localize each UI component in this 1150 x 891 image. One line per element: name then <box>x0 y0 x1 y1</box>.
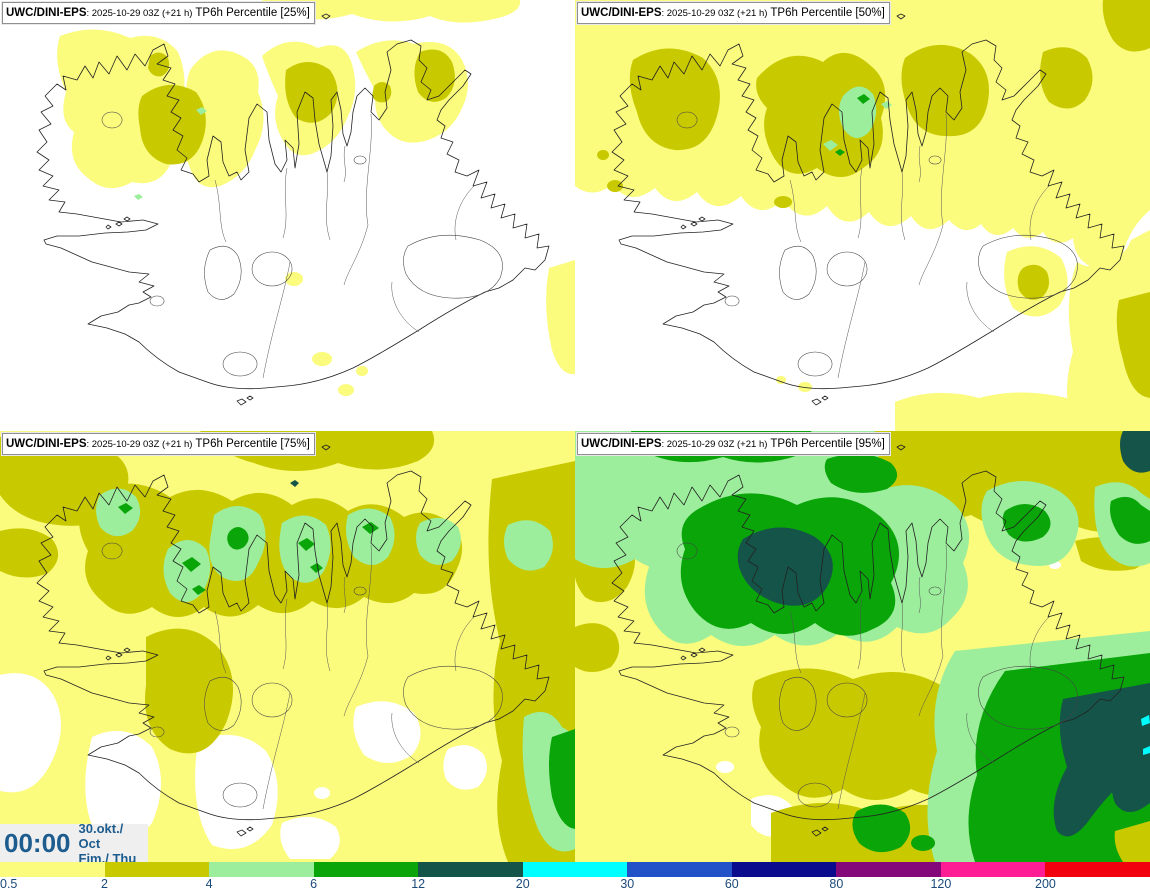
colorbar-tick-label: 60 <box>724 877 739 891</box>
colorbar-segment <box>1045 862 1150 877</box>
colorbar-segment <box>940 862 1046 877</box>
valid-time: 00:00 <box>4 827 71 858</box>
variable-label: TP6h Percentile [50%] <box>770 7 885 19</box>
product-label: UWC/DINI-EPS <box>6 438 87 450</box>
title-box-75: UWC/DINI-EPS: 2025-10-29 03Z (+21 h) TP6h… <box>2 433 315 455</box>
colorbar-tick-label: 0.5 <box>0 877 18 891</box>
panel-percentile-50: UWC/DINI-EPS: 2025-10-29 03Z (+21 h) TP6h… <box>575 0 1150 431</box>
colorbar-segment <box>836 862 941 877</box>
map-95 <box>575 431 1150 862</box>
run-meta: : 2025-10-29 03Z (+21 h) <box>86 439 193 450</box>
precip-field-25 <box>57 0 575 396</box>
colorbar-tick-label: 80 <box>829 877 844 891</box>
variable-label: TP6h Percentile [75%] <box>195 438 310 450</box>
colorbar-segment <box>522 862 628 877</box>
colorbar-tick-label: 120 <box>930 877 952 891</box>
colorbar-segment <box>731 862 837 877</box>
title-box-95: UWC/DINI-EPS: 2025-10-29 03Z (+21 h) TP6h… <box>577 433 890 455</box>
precip-field-50 <box>575 0 1150 431</box>
title-box-25: UWC/DINI-EPS: 2025-10-29 03Z (+21 h) TP6h… <box>2 2 315 24</box>
panel-percentile-75: UWC/DINI-EPS: 2025-10-29 03Z (+21 h) TP6h… <box>0 431 575 862</box>
panel-percentile-25: UWC/DINI-EPS: 2025-10-29 03Z (+21 h) TP6h… <box>0 0 575 431</box>
colorbar-tick-label: 30 <box>620 877 635 891</box>
map-75 <box>0 431 575 862</box>
colorbar-tick-label: 20 <box>515 877 530 891</box>
valid-date: 30.okt./ Oct <box>78 820 124 851</box>
colorbar-tick-label: 6 <box>310 877 318 891</box>
run-meta: : 2025-10-29 03Z (+21 h) <box>661 439 768 450</box>
product-label: UWC/DINI-EPS <box>581 438 662 450</box>
product-label: UWC/DINI-EPS <box>581 7 662 19</box>
colorbar-tick-label: 200 <box>1035 877 1056 891</box>
colorbar-ticks: 0.5 2 4 6 12 20 30 60 80 120 200 <box>0 877 1150 891</box>
colorbar-tick-label: 4 <box>205 877 213 891</box>
title-box-50: UWC/DINI-EPS: 2025-10-29 03Z (+21 h) TP6h… <box>577 2 890 24</box>
valid-time-box: 00:00 30.okt./ Oct Fim./ Thu <box>0 820 148 866</box>
colorbar-tick-label: 12 <box>411 877 426 891</box>
product-label: UWC/DINI-EPS <box>6 7 87 19</box>
panel-percentile-95: UWC/DINI-EPS: 2025-10-29 03Z (+21 h) TP6h… <box>575 431 1150 862</box>
colorbar-segment <box>104 862 210 877</box>
legend: 0.5 2 4 6 12 20 30 60 80 120 200 <box>0 862 1150 891</box>
precip-field-75 <box>0 431 575 862</box>
colorbar-tick-label: 2 <box>101 877 109 891</box>
colorbar-segment <box>209 862 314 877</box>
valid-day: Fim./ Thu <box>78 850 137 866</box>
run-meta: : 2025-10-29 03Z (+21 h) <box>661 8 768 19</box>
colorbar-segment <box>0 862 105 877</box>
run-meta: : 2025-10-29 03Z (+21 h) <box>86 8 193 19</box>
colorbar-segment <box>313 862 419 877</box>
map-25 <box>36 0 575 406</box>
colorbar-segment <box>627 862 732 877</box>
colorbar-segment <box>418 862 523 877</box>
map-50 <box>575 0 1150 431</box>
variable-label: TP6h Percentile [25%] <box>195 7 310 19</box>
colorbar <box>0 862 1150 877</box>
variable-label: TP6h Percentile [95%] <box>770 438 885 450</box>
